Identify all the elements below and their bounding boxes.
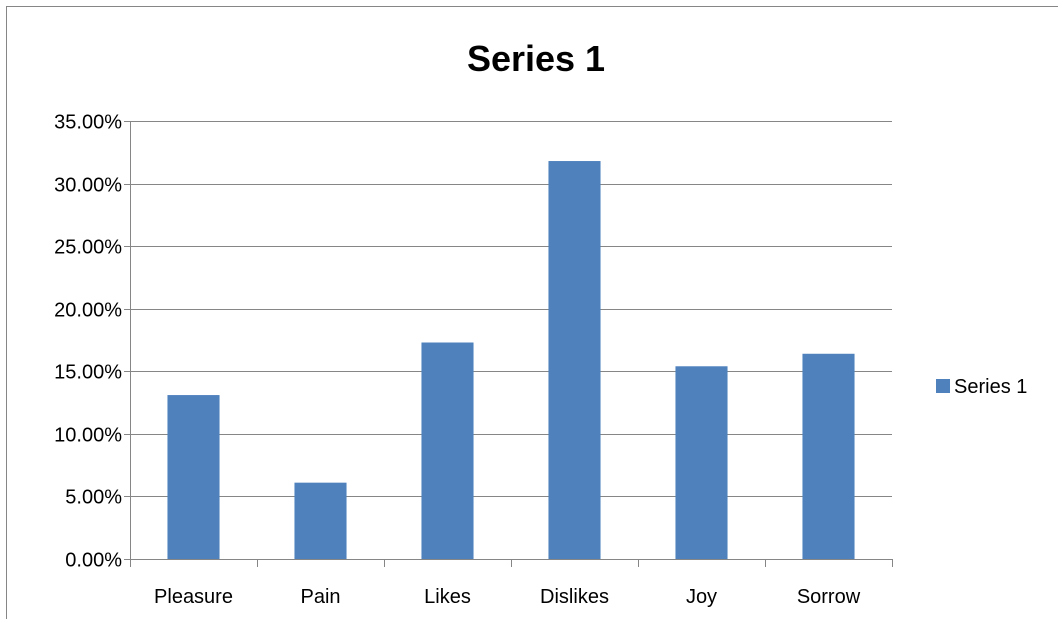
- x-tick-label: Dislikes: [540, 586, 609, 608]
- chart-title: Series 1: [467, 38, 605, 79]
- legend-swatch: [936, 379, 950, 393]
- x-tick-label: Likes: [424, 586, 471, 608]
- x-tick-labels: Pleasure Pain Likes Dislikes Joy Sorrow: [154, 586, 861, 608]
- y-tick-label: 0.00%: [65, 550, 122, 572]
- axes: [130, 121, 893, 567]
- y-tick-label: 25.00%: [54, 237, 122, 259]
- y-tick-label: 5.00%: [65, 487, 122, 509]
- bar-dislikes: [548, 161, 601, 559]
- y-tick-label: 30.00%: [54, 175, 122, 197]
- y-tick-label: 15.00%: [54, 362, 122, 384]
- bar-likes: [421, 342, 474, 559]
- bar-joy: [675, 366, 728, 559]
- y-tick-label: 35.00%: [54, 112, 122, 134]
- y-tick-labels: 0.00% 5.00% 10.00% 15.00% 20.00% 25.00% 30.00%…: [54, 112, 122, 572]
- gridlines: [124, 121, 892, 560]
- y-tick-label: 20.00%: [54, 300, 122, 322]
- bars: [167, 161, 855, 559]
- x-tick-label: Joy: [686, 586, 717, 608]
- bar-sorrow: [802, 353, 855, 559]
- bar-pain: [294, 482, 347, 559]
- x-tick-label: Pleasure: [154, 586, 233, 608]
- y-tick-label: 10.00%: [54, 425, 122, 447]
- legend: Series 1: [936, 376, 1027, 398]
- bar-pleasure: [167, 395, 220, 559]
- x-tick-label: Sorrow: [797, 586, 861, 608]
- legend-label: Series 1: [954, 376, 1027, 398]
- x-tick-label: Pain: [300, 586, 340, 608]
